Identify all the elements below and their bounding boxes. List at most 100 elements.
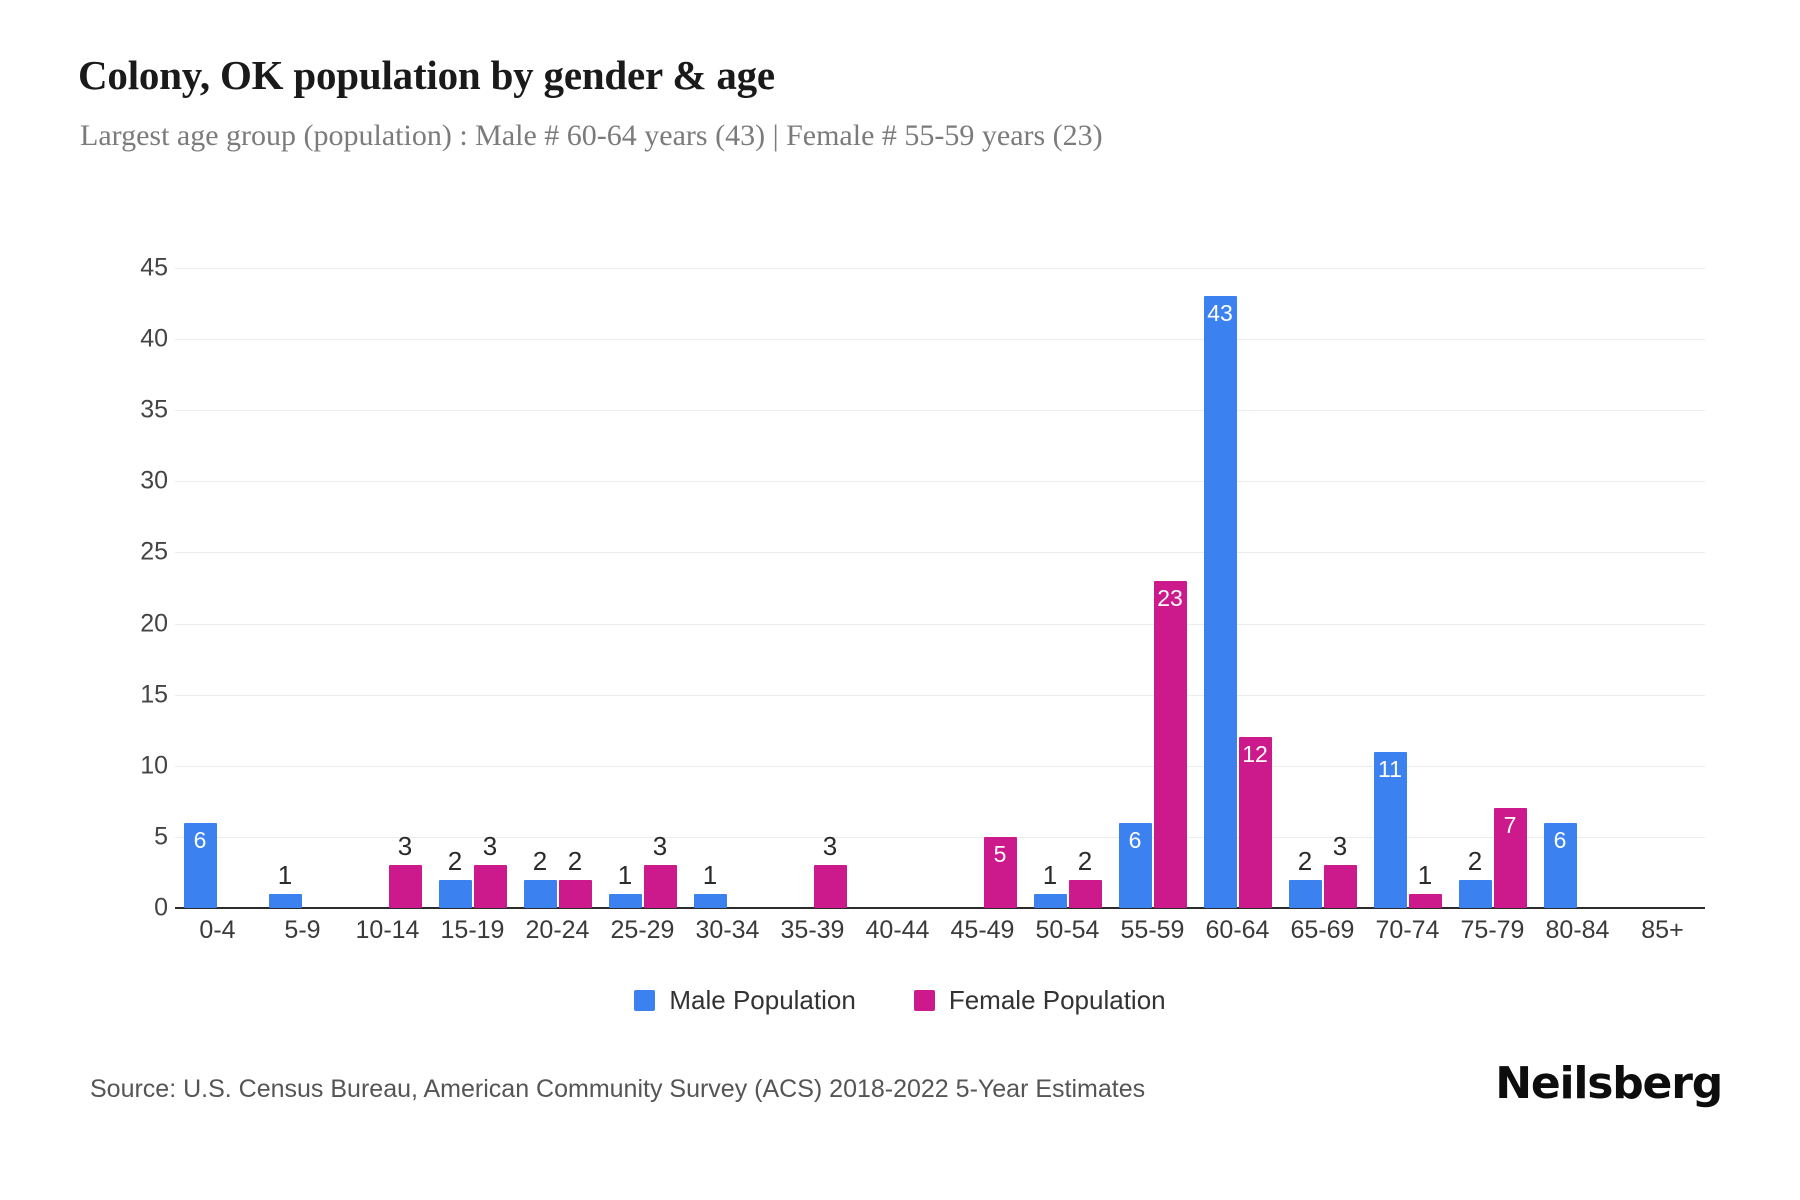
- bar-female[interactable]: 3: [1323, 833, 1357, 908]
- bar-male[interactable]: 6: [1543, 822, 1577, 908]
- bar-value-label: 1: [277, 859, 293, 890]
- bar-male[interactable]: 11: [1373, 751, 1407, 908]
- x-axis-labels: 0-4 5-9 10-14 15-19 20-24 25-29 30-34 35-39 40-4…: [175, 916, 1705, 945]
- bar-value-label: 12: [1242, 741, 1268, 768]
- bar-female[interactable]: 3: [473, 833, 507, 908]
- bar-group: 5: [940, 268, 1025, 908]
- page-title: Colony, OK population by gender & age: [78, 52, 775, 98]
- x-axis-tick-label: 10-14: [355, 916, 420, 944]
- x-axis-tick-label: 45-49: [950, 916, 1015, 944]
- bar-value-label: 5: [993, 840, 1007, 867]
- chart-subtitle: Largest age group (population) : Male # …: [80, 119, 1103, 152]
- legend-swatch-male-icon: [634, 990, 656, 1011]
- gridline: [175, 552, 1705, 554]
- y-axis-tick-label: 20: [140, 609, 168, 638]
- bar-group: 11 1: [1365, 268, 1450, 908]
- x-axis-tick-label: 65-69: [1290, 916, 1355, 944]
- bar-group: [1620, 268, 1705, 908]
- bar-group: 3: [345, 268, 430, 908]
- y-axis-tick-label: 5: [154, 822, 168, 851]
- bar-male[interactable]: 43: [1203, 296, 1237, 908]
- gridline: [175, 481, 1705, 483]
- bar-value-label: 1: [1042, 859, 1058, 890]
- bar-group: 1: [685, 268, 770, 908]
- source-note: Source: U.S. Census Bureau, American Com…: [90, 1075, 1146, 1103]
- x-axis-tick-label: 70-74: [1375, 916, 1440, 944]
- bar-value-label: 2: [1297, 845, 1313, 876]
- y-axis-tick-label: 0: [154, 893, 168, 922]
- plot-area: 6 1 3 2 3 2 2 1 3 1 3 5 1 2 6 23 43 12 2 3 11 1 2 7 6: [175, 268, 1705, 909]
- x-axis-tick-label: 15-19: [440, 916, 505, 944]
- bar-groups: 6 1 3 2 3 2 2 1 3 1 3 5 1 2 6 23 43 12 2 3 11 1 2 7 6: [175, 268, 1705, 908]
- legend-swatch-female-icon: [913, 990, 935, 1011]
- bar-male[interactable]: 6: [1118, 822, 1152, 908]
- bar-male[interactable]: 2: [1288, 848, 1322, 908]
- y-axis-tick-label: 15: [140, 680, 168, 709]
- bar-value-label: 1: [1417, 859, 1433, 890]
- bar-female[interactable]: 3: [813, 833, 847, 908]
- gridline: [175, 410, 1705, 412]
- x-axis-tick-label: 30-34: [695, 916, 760, 944]
- bar-group: 43 12: [1195, 268, 1280, 908]
- bar-value-label: 2: [447, 845, 463, 876]
- bar-male[interactable]: 1: [608, 862, 642, 908]
- bar-female[interactable]: 5: [983, 836, 1017, 908]
- bar-value-label: 6: [193, 826, 207, 853]
- bar-value-label: 1: [702, 859, 718, 890]
- x-axis-tick-label: 60-64: [1205, 916, 1270, 944]
- legend-item-male[interactable]: Male Population: [634, 985, 856, 1016]
- x-axis-tick-label: 75-79: [1460, 916, 1525, 944]
- x-axis-tick-label: 5-9: [284, 916, 321, 944]
- bar-male[interactable]: 1: [1033, 862, 1067, 908]
- bar-value-label: 1: [617, 859, 633, 890]
- bar-male[interactable]: 2: [1458, 848, 1492, 908]
- x-axis-tick-label: 0-4: [199, 916, 236, 944]
- x-axis-line: [175, 907, 1705, 909]
- gridline: [175, 339, 1705, 341]
- bar-female[interactable]: 2: [558, 848, 592, 908]
- y-axis-tick-label: 30: [140, 466, 168, 495]
- bar-value-label: 3: [1332, 831, 1348, 862]
- bar-value-label: 3: [482, 831, 498, 862]
- bar-value-label: 2: [532, 845, 548, 876]
- gridline: [175, 694, 1705, 696]
- gridline: [175, 765, 1705, 767]
- bar-male[interactable]: 1: [693, 862, 727, 908]
- brand-logo: Neilsberg: [1495, 1058, 1723, 1109]
- bar-male[interactable]: 1: [268, 862, 302, 908]
- x-axis-tick-label: 35-39: [780, 916, 845, 944]
- bar-female[interactable]: 23: [1153, 580, 1187, 908]
- bar-female[interactable]: 3: [643, 833, 677, 908]
- bar-female[interactable]: 7: [1493, 808, 1527, 908]
- bar-female[interactable]: 3: [388, 833, 422, 908]
- bar-group: 6: [1535, 268, 1620, 908]
- bar-male[interactable]: 6: [183, 822, 217, 908]
- bar-female[interactable]: 12: [1238, 737, 1272, 908]
- legend-label-male: Male Population: [669, 985, 856, 1015]
- bar-value-label: 6: [1553, 826, 1567, 853]
- bar-value-label: 3: [822, 831, 838, 862]
- x-axis-tick-label: 40-44: [865, 916, 930, 944]
- bar-female[interactable]: 1: [1408, 862, 1442, 908]
- bar-value-label: 2: [1077, 845, 1093, 876]
- legend-label-female: Female Population: [948, 985, 1166, 1015]
- x-axis-tick-label: 25-29: [610, 916, 675, 944]
- gridline: [175, 836, 1705, 838]
- bar-value-label: 23: [1157, 584, 1183, 611]
- chart-legend: Male Population Female Population: [0, 985, 1800, 1016]
- x-axis-tick-label: 85+: [1641, 916, 1684, 944]
- y-axis-tick-label: 35: [140, 395, 168, 424]
- legend-item-female[interactable]: Female Population: [913, 985, 1166, 1016]
- bar-male[interactable]: 2: [438, 848, 472, 908]
- bar-value-label: 11: [1378, 755, 1402, 782]
- bar-value-label: 43: [1207, 300, 1233, 327]
- bar-group: 3: [770, 268, 855, 908]
- bar-female[interactable]: 2: [1068, 848, 1102, 908]
- bar-male[interactable]: 2: [523, 848, 557, 908]
- bar-group: 6: [175, 268, 260, 908]
